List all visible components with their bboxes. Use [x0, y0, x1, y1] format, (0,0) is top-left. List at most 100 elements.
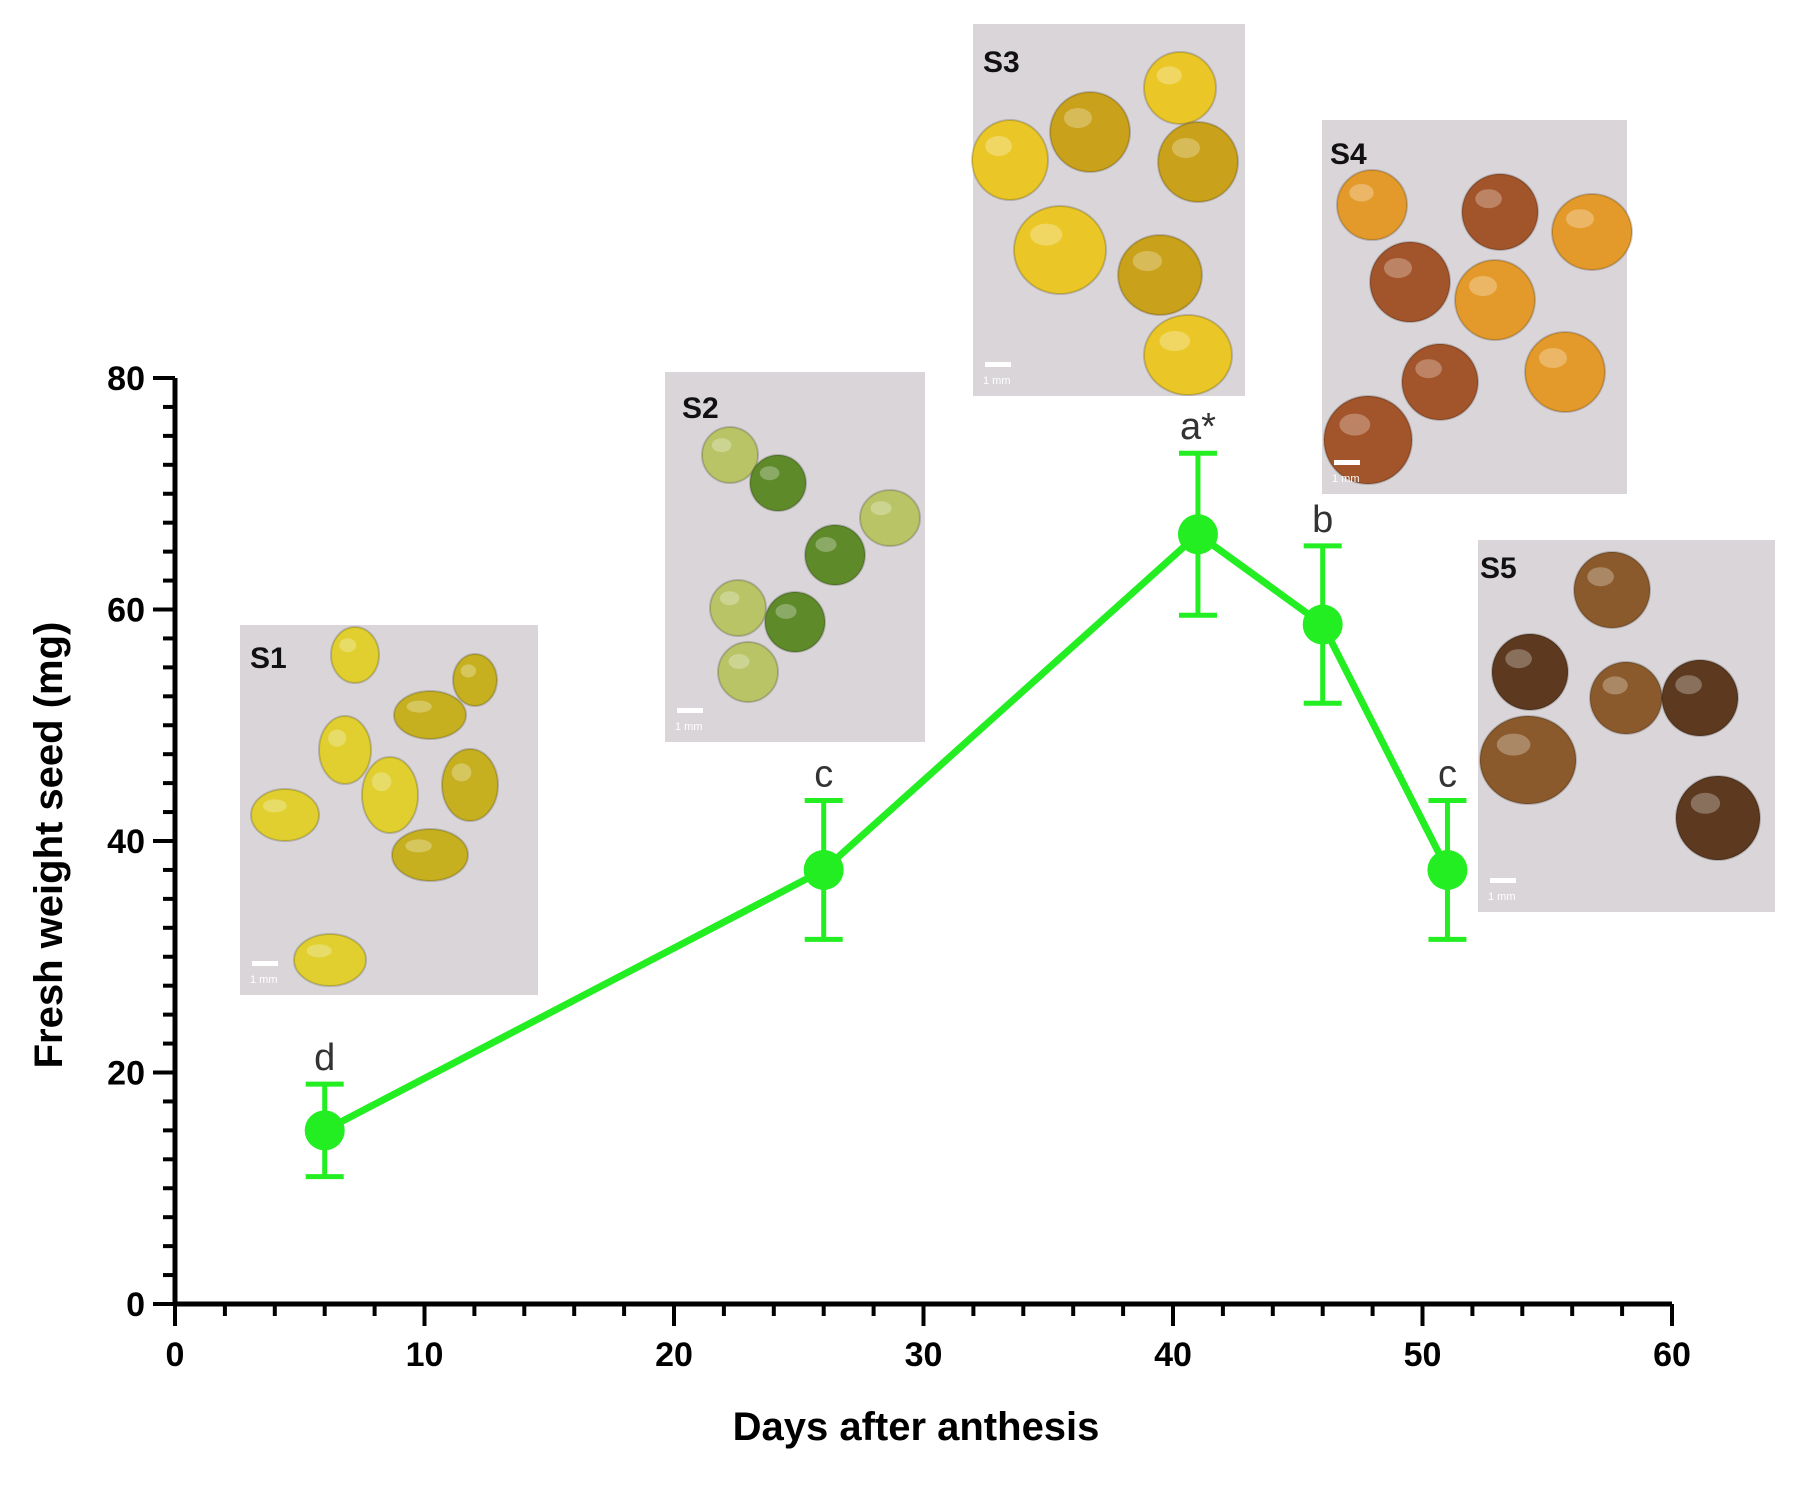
seed — [293, 933, 367, 987]
seed — [391, 828, 469, 882]
data-point — [304, 1110, 345, 1151]
seed-highlight — [1339, 413, 1371, 436]
significance-label: c — [1438, 753, 1457, 795]
seed-highlight — [1156, 66, 1182, 85]
seed-highlight — [1566, 209, 1594, 229]
scale-bar-label: 1 mm — [983, 375, 1011, 387]
seed — [1117, 234, 1203, 316]
seed-highlight — [405, 839, 432, 853]
axes-layer: 0 10 20 30 40 50 60 0 20 40 60 80 — [107, 360, 1691, 1374]
seed — [804, 524, 866, 586]
data-point-group: b — [1302, 499, 1343, 706]
seed-highlight — [1496, 733, 1531, 756]
data-point-group: d — [304, 1037, 345, 1180]
seed — [361, 756, 419, 834]
seed — [441, 748, 499, 822]
seed-highlight — [306, 944, 332, 958]
photo-stage-label: S2 — [682, 392, 719, 425]
data-point — [1427, 849, 1468, 890]
y-tick-label: 60 — [107, 592, 145, 630]
seed-highlight — [1172, 138, 1200, 158]
seed-photo-s5: S5 1 mm — [1478, 540, 1775, 912]
y-tick-label: 0 — [126, 1286, 145, 1324]
significance-label: a* — [1180, 406, 1216, 448]
seed — [250, 788, 320, 842]
scale-bar — [252, 961, 278, 966]
seed-highlight — [328, 729, 347, 747]
photo-background — [665, 372, 925, 742]
series-layer: d c a* b c — [304, 406, 1468, 1180]
seed — [1336, 169, 1408, 241]
seed-highlight — [262, 799, 287, 813]
seed-highlight — [1587, 567, 1614, 587]
seed — [1479, 715, 1577, 805]
y-tick-label: 20 — [107, 1055, 145, 1093]
seed-highlight — [1690, 792, 1721, 814]
data-point-group: c — [803, 753, 844, 942]
scale-bar-label: 1 mm — [1488, 891, 1516, 903]
significance-label: d — [314, 1037, 335, 1079]
photos-layer: S1 1 mm S2 1 mm S3 1 mm S4 1 mm S5 1 mm — [240, 24, 1775, 995]
seed-highlight — [1469, 276, 1497, 296]
photo-stage-label: S1 — [250, 642, 287, 675]
seed-photo-s1: S1 1 mm — [240, 625, 538, 995]
seed-highlight — [406, 700, 432, 713]
y-tick-label: 40 — [107, 823, 145, 861]
seed — [1491, 633, 1569, 711]
seed — [701, 426, 759, 484]
seed-photo-s2: S2 1 mm — [665, 372, 925, 742]
seed-photo-s4: S4 1 mm — [1322, 120, 1633, 494]
seed — [318, 715, 372, 785]
seed — [1157, 121, 1239, 203]
significance-label: b — [1312, 499, 1333, 541]
seed — [1551, 193, 1633, 271]
seed — [1143, 51, 1217, 125]
seed — [749, 454, 807, 512]
seed-highlight — [728, 654, 750, 669]
scale-bar — [677, 708, 703, 713]
x-tick-label: 40 — [1154, 1336, 1192, 1374]
seed-highlight — [1349, 184, 1374, 202]
seed-highlight — [1539, 348, 1567, 368]
data-point — [1302, 604, 1343, 645]
seed-highlight — [870, 501, 892, 516]
seed-highlight — [1475, 189, 1502, 209]
seed — [1401, 343, 1479, 421]
seed — [1589, 661, 1663, 735]
seed — [859, 489, 921, 547]
seed-highlight — [719, 591, 740, 606]
seed-highlight — [711, 438, 732, 453]
seed-highlight — [1159, 331, 1191, 351]
scale-bar — [1334, 460, 1360, 465]
significance-label: c — [814, 753, 833, 795]
seed-highlight — [1675, 675, 1702, 695]
seed — [452, 653, 498, 707]
x-axis-title: Days after anthesis — [733, 1405, 1100, 1449]
seed — [1454, 259, 1536, 341]
seed — [1049, 91, 1131, 173]
x-tick-label: 20 — [655, 1336, 693, 1374]
seed-highlight — [1030, 223, 1063, 246]
seed-highlight — [460, 664, 477, 678]
seed-highlight — [985, 136, 1012, 156]
seed — [1573, 551, 1651, 629]
seed — [709, 579, 767, 637]
scale-bar — [1490, 878, 1516, 883]
seed-highlight — [759, 466, 780, 481]
seed — [764, 591, 826, 653]
seed — [1143, 314, 1233, 396]
seed-highlight — [451, 763, 472, 782]
data-point — [1177, 514, 1218, 555]
data-point — [803, 849, 844, 890]
scale-bar — [985, 362, 1011, 367]
scale-bar-label: 1 mm — [1332, 473, 1360, 485]
seed — [393, 690, 467, 740]
seed — [971, 119, 1049, 201]
photo-stage-label: S3 — [983, 46, 1020, 79]
photo-stage-label: S5 — [1480, 552, 1517, 585]
seed — [717, 641, 779, 703]
seed-highlight — [1384, 258, 1412, 278]
seed-highlight — [339, 638, 357, 653]
seed-highlight — [1132, 251, 1163, 271]
